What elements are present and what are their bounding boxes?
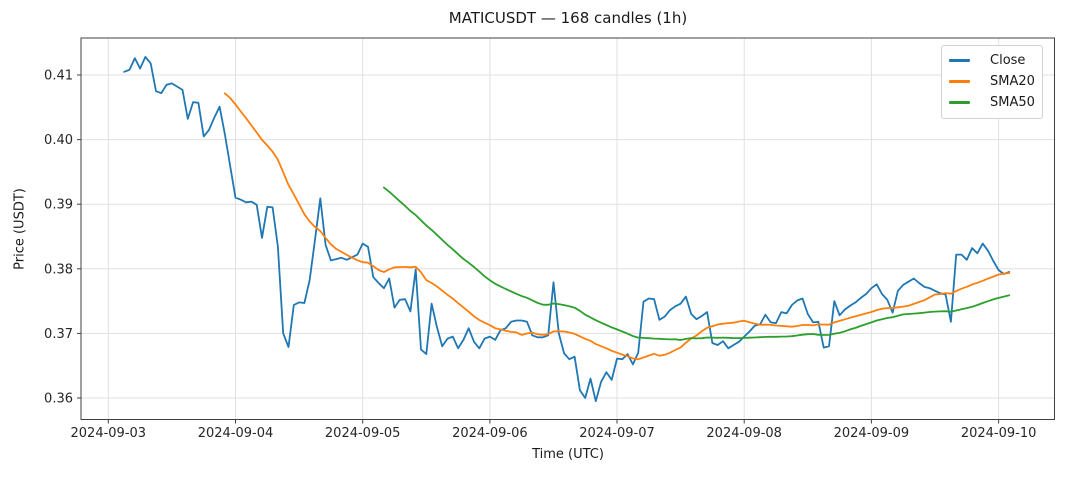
close-line-swatch — [949, 59, 970, 62]
x-tick-label: 2024-09-03 — [71, 426, 147, 441]
legend-item-sma50: SMA50 — [942, 92, 1042, 113]
y-axis-label: Price (USDT) — [12, 188, 28, 270]
y-tick-label: 0.36 — [44, 392, 73, 407]
y-tick-label: 0.38 — [44, 262, 73, 277]
x-tick-label: 2024-09-09 — [834, 426, 910, 441]
legend-label-close: Close — [990, 53, 1026, 68]
x-tick-label: 2024-09-10 — [961, 426, 1037, 441]
x-axis-label: Time (UTC) — [532, 447, 604, 462]
legend-label-sma50: SMA50 — [990, 95, 1035, 110]
x-tick-label: 2024-09-06 — [452, 426, 528, 441]
y-tick-label: 0.37 — [44, 327, 73, 342]
x-tick-label: 2024-09-04 — [198, 426, 274, 441]
close-line — [123, 56, 1011, 403]
sma50-line — [383, 186, 1011, 341]
legend-item-close: Close — [942, 50, 1042, 71]
sma50-line-swatch — [949, 101, 970, 104]
sma20-line — [224, 92, 1011, 361]
x-tick-label: 2024-09-07 — [579, 426, 655, 441]
y-tick-label: 0.39 — [44, 198, 73, 213]
x-tick-label: 2024-09-08 — [706, 426, 782, 441]
legend-item-sma20: SMA20 — [942, 71, 1042, 92]
axes-spines — [80, 37, 1055, 420]
legend: Close SMA20 SMA50 — [941, 45, 1043, 119]
y-tick-label: 0.40 — [44, 133, 73, 148]
sma20-line-swatch — [949, 80, 970, 83]
chart-title: MATICUSDT — 168 candles (1h) — [448, 9, 688, 27]
legend-label-sma20: SMA20 — [990, 74, 1035, 89]
x-tick-label: 2024-09-05 — [325, 426, 401, 441]
y-tick-label: 0.41 — [44, 69, 73, 84]
